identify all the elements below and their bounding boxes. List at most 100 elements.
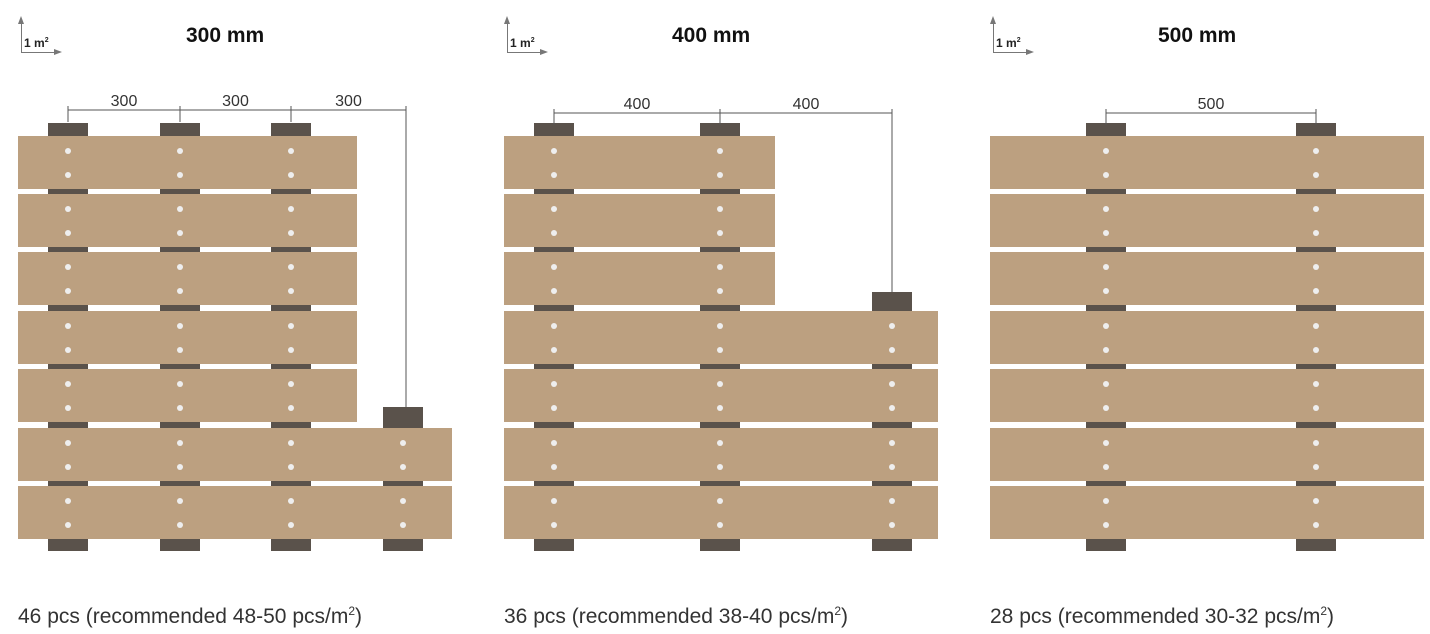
screw-dot xyxy=(400,464,406,470)
screw-dot xyxy=(1313,522,1319,528)
screw-dot xyxy=(1103,498,1109,504)
dimension-label: 400 xyxy=(793,96,820,113)
screw-dot xyxy=(177,206,183,212)
screw-dot xyxy=(1313,264,1319,270)
deck-board xyxy=(990,369,1424,422)
screw-dot xyxy=(551,288,557,294)
panel-caption: 36 pcs (recommended 38-40 pcs/m2) xyxy=(504,604,849,628)
screw-dot xyxy=(717,347,723,353)
screw-dot xyxy=(1103,230,1109,236)
screw-dot xyxy=(288,288,294,294)
screw-dot xyxy=(1103,347,1109,353)
screw-dot xyxy=(717,206,723,212)
screw-dot xyxy=(65,440,71,446)
badge-label: 1 m2 xyxy=(24,36,49,50)
badge-axes xyxy=(21,24,56,53)
axis-arrow-right-icon xyxy=(54,49,62,55)
screw-dot xyxy=(889,405,895,411)
deck-board xyxy=(504,252,775,305)
screw-dot xyxy=(551,347,557,353)
screw-dot xyxy=(1103,206,1109,212)
deck-board xyxy=(504,136,775,189)
screw-dot xyxy=(177,172,183,178)
screw-dot xyxy=(1313,498,1319,504)
screw-dot xyxy=(717,381,723,387)
screw-dot xyxy=(400,522,406,528)
screw-dot xyxy=(65,230,71,236)
deck-board xyxy=(18,252,357,305)
panel-300mm: 1 m2 300 mm 300 300 300 46 pcs (recommende… xyxy=(0,0,476,634)
screw-dot xyxy=(889,381,895,387)
deck-diagram: 300 300 300 xyxy=(18,93,452,551)
screw-dot xyxy=(1103,148,1109,154)
screw-dot xyxy=(65,381,71,387)
deck-board xyxy=(990,428,1424,481)
screw-dot xyxy=(65,264,71,270)
screw-dot xyxy=(65,464,71,470)
deck-board xyxy=(18,428,452,481)
screw-dot xyxy=(65,498,71,504)
screw-dot xyxy=(400,498,406,504)
deck-board xyxy=(504,369,938,422)
deck-board xyxy=(504,311,938,364)
screw-dot xyxy=(1313,206,1319,212)
panel-500mm: 1 m2 500 mm 500 28 pcs (recommended 30-3… xyxy=(972,0,1430,634)
deck-board xyxy=(504,428,938,481)
screw-dot xyxy=(177,347,183,353)
deck-board xyxy=(990,311,1424,364)
screw-dot xyxy=(177,288,183,294)
screw-dot xyxy=(717,405,723,411)
badge-label: 1 m2 xyxy=(510,36,535,50)
screw-dot xyxy=(65,405,71,411)
screw-dot xyxy=(1313,381,1319,387)
deck-board xyxy=(18,194,357,247)
deck-board xyxy=(990,252,1424,305)
deck-board xyxy=(990,486,1424,539)
deck-board xyxy=(990,136,1424,189)
screw-dot xyxy=(288,264,294,270)
screw-dot xyxy=(1103,323,1109,329)
dimension-label: 300 xyxy=(222,93,249,110)
screw-dot xyxy=(1313,148,1319,154)
area-badge: 1 m2 xyxy=(18,14,62,55)
screw-dot xyxy=(1313,230,1319,236)
screw-dot xyxy=(551,464,557,470)
screw-dot xyxy=(889,464,895,470)
screw-dot xyxy=(551,264,557,270)
screw-dot xyxy=(1103,464,1109,470)
area-badge: 1 m2 xyxy=(504,14,548,55)
panel-title: 400 mm xyxy=(672,24,751,47)
screw-dot xyxy=(717,440,723,446)
screw-dot xyxy=(1103,440,1109,446)
screw-dot xyxy=(65,347,71,353)
screw-dot xyxy=(551,381,557,387)
dimension-label: 500 xyxy=(1198,96,1225,113)
screw-dot xyxy=(177,230,183,236)
screw-dot xyxy=(177,522,183,528)
deck-board xyxy=(18,369,357,422)
screw-dot xyxy=(1103,288,1109,294)
axis-arrow-up-icon xyxy=(990,16,996,24)
panel-400mm: 1 m2 400 mm 400 400 36 pcs (recommended 3… xyxy=(486,0,962,634)
screw-dot xyxy=(65,148,71,154)
axis-arrow-right-icon xyxy=(1026,49,1034,55)
screw-dot xyxy=(1103,405,1109,411)
badge-axes xyxy=(993,24,1028,53)
screw-dot xyxy=(288,522,294,528)
screw-dot xyxy=(1313,405,1319,411)
deck-diagram: 400 400 xyxy=(504,96,938,551)
deck-board xyxy=(18,311,357,364)
dimension-label: 300 xyxy=(335,93,362,110)
screw-dot xyxy=(65,172,71,178)
panel-title: 300 mm xyxy=(186,24,265,47)
screw-dot xyxy=(177,498,183,504)
screw-dot xyxy=(288,464,294,470)
screw-dot xyxy=(889,522,895,528)
screw-dot xyxy=(1103,522,1109,528)
screw-dot xyxy=(1313,440,1319,446)
screw-dot xyxy=(288,498,294,504)
screw-dot xyxy=(288,148,294,154)
screw-dot xyxy=(288,230,294,236)
screw-dot xyxy=(288,381,294,387)
screw-dot xyxy=(288,347,294,353)
